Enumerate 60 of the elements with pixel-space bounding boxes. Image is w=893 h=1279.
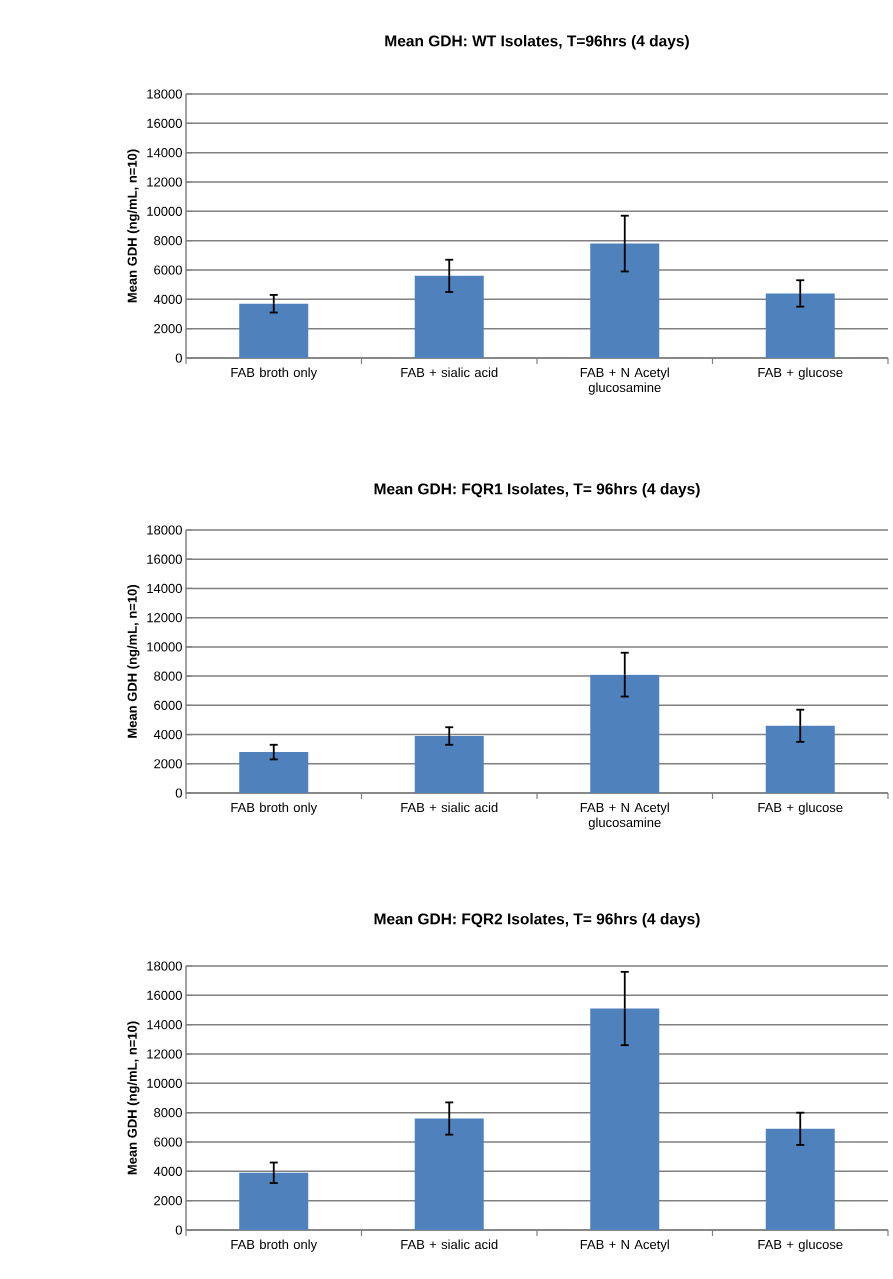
y-tick-label: 18000 <box>147 961 182 971</box>
y-tick-label: 6000 <box>154 1137 182 1147</box>
y-tick-label: 2000 <box>154 324 182 334</box>
y-axis-title: Mean GDH (ng/mL, n=10) <box>127 585 140 738</box>
y-tick-label: 16000 <box>147 118 182 128</box>
bar <box>414 275 484 358</box>
bar <box>765 725 835 793</box>
y-tick-label: 16000 <box>147 990 182 1000</box>
y-tick-label: 10000 <box>147 1078 182 1088</box>
x-tick-label: FAB + N Acetyl glucosamine <box>580 802 669 830</box>
y-tick-label: 12000 <box>147 1049 182 1059</box>
y-tick-label: 8000 <box>154 671 182 681</box>
y-tick-label: 8000 <box>154 236 182 246</box>
bar <box>414 736 484 793</box>
y-tick-label: 0 <box>175 788 182 798</box>
bar <box>590 243 660 358</box>
y-tick-label: 12000 <box>147 613 182 623</box>
y-tick-label: 2000 <box>154 1196 182 1206</box>
chart-title: Mean GDH: WT Isolates, T=96hrs (4 days) <box>385 35 689 50</box>
x-tick-label: FAB + N Acetyl glucosamine <box>580 367 669 395</box>
y-tick-label: 18000 <box>147 89 182 99</box>
y-tick-label: 0 <box>175 353 182 363</box>
bar <box>414 1118 484 1230</box>
bar <box>239 752 309 793</box>
bar <box>590 674 660 793</box>
y-tick-label: 4000 <box>153 1166 182 1176</box>
y-tick-label: 16000 <box>147 554 182 564</box>
y-tick-label: 4000 <box>153 729 182 740</box>
x-tick-label: FAB + sialic acid <box>401 802 498 813</box>
x-tick-label: FAB broth only <box>231 1239 318 1252</box>
y-tick-label: 2000 <box>154 759 182 769</box>
y-tick-label: 18000 <box>147 525 182 535</box>
chart-title: Mean GDH: FQR1 Isolates, T= 96hrs (4 days) <box>374 483 700 498</box>
x-tick-label: FAB + glucose <box>758 1239 843 1252</box>
y-tick-label: 14000 <box>147 583 182 594</box>
x-tick-label: FAB + sialic acid <box>401 1239 498 1250</box>
y-tick-label: 6000 <box>154 265 182 275</box>
bar <box>765 293 835 358</box>
y-tick-label: 10000 <box>147 206 182 216</box>
x-tick-label: FAB broth only <box>231 367 318 380</box>
y-tick-label: 8000 <box>154 1108 182 1118</box>
y-tick-label: 4000 <box>153 294 182 304</box>
bar <box>590 1008 660 1230</box>
y-tick-label: 0 <box>175 1225 182 1235</box>
y-tick-label: 14000 <box>147 1020 182 1030</box>
bar <box>239 303 309 358</box>
y-axis-title: Mean GDH (ng/mL, n=10) <box>127 1021 140 1175</box>
y-tick-label: 12000 <box>147 177 182 187</box>
x-tick-label: FAB + glucose <box>758 367 843 380</box>
x-tick-label: FAB broth only <box>231 802 318 815</box>
y-tick-label: 6000 <box>154 700 182 710</box>
chart-title: Mean GDH: FQR2 Isolates, T= 96hrs (4 days) <box>374 913 700 928</box>
x-tick-label: FAB + N Acetyl <box>580 1239 669 1252</box>
y-tick-label: 14000 <box>147 148 182 158</box>
x-tick-label: FAB + glucose <box>758 802 843 815</box>
y-axis-title: Mean GDH (ng/mL, n=10) <box>127 149 140 303</box>
y-tick-label: 10000 <box>147 642 182 652</box>
bar <box>765 1128 835 1230</box>
bar <box>239 1172 309 1230</box>
x-tick-label: FAB + sialic acid <box>401 367 498 378</box>
